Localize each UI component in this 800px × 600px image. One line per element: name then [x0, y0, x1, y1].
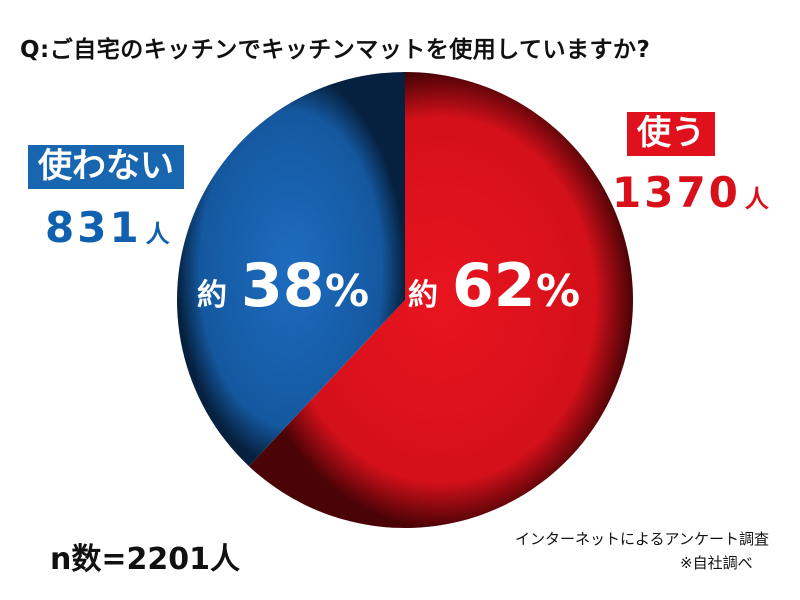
count-nouse: 831 人 [45, 207, 170, 249]
approx-prefix-use: 約 [408, 278, 438, 313]
percent-sign-nouse: % [325, 266, 369, 317]
count-nouse-unit: 人 [145, 220, 170, 248]
percent-value-nouse: 38 [241, 251, 325, 321]
percent-sign-use: % [536, 266, 580, 317]
pie-slice-nouse [177, 72, 405, 467]
chart-title: Q:ご自宅のキッチンでキッチンマットを使用していますか? [20, 37, 651, 63]
percent-value-use: 62 [452, 251, 536, 321]
sample-size: n数=2201人 [50, 542, 240, 577]
legend-label-use: 使う [627, 112, 715, 156]
survey-source: インターネットによるアンケート調査 [515, 530, 769, 548]
pie-slice-use [248, 72, 633, 528]
percent-label-nouse: 約 38 % [197, 251, 369, 321]
percent-label-use: 約 62 % [408, 251, 580, 321]
count-use-unit: 人 [744, 185, 769, 213]
survey-note: ※自社調べ [680, 554, 753, 572]
count-use-value: 1370 [612, 168, 741, 217]
approx-prefix-nouse: 約 [197, 278, 227, 313]
count-use: 1370 人 [612, 172, 769, 214]
count-nouse-value: 831 [45, 203, 142, 252]
legend-label-nouse: 使わない [28, 145, 184, 189]
